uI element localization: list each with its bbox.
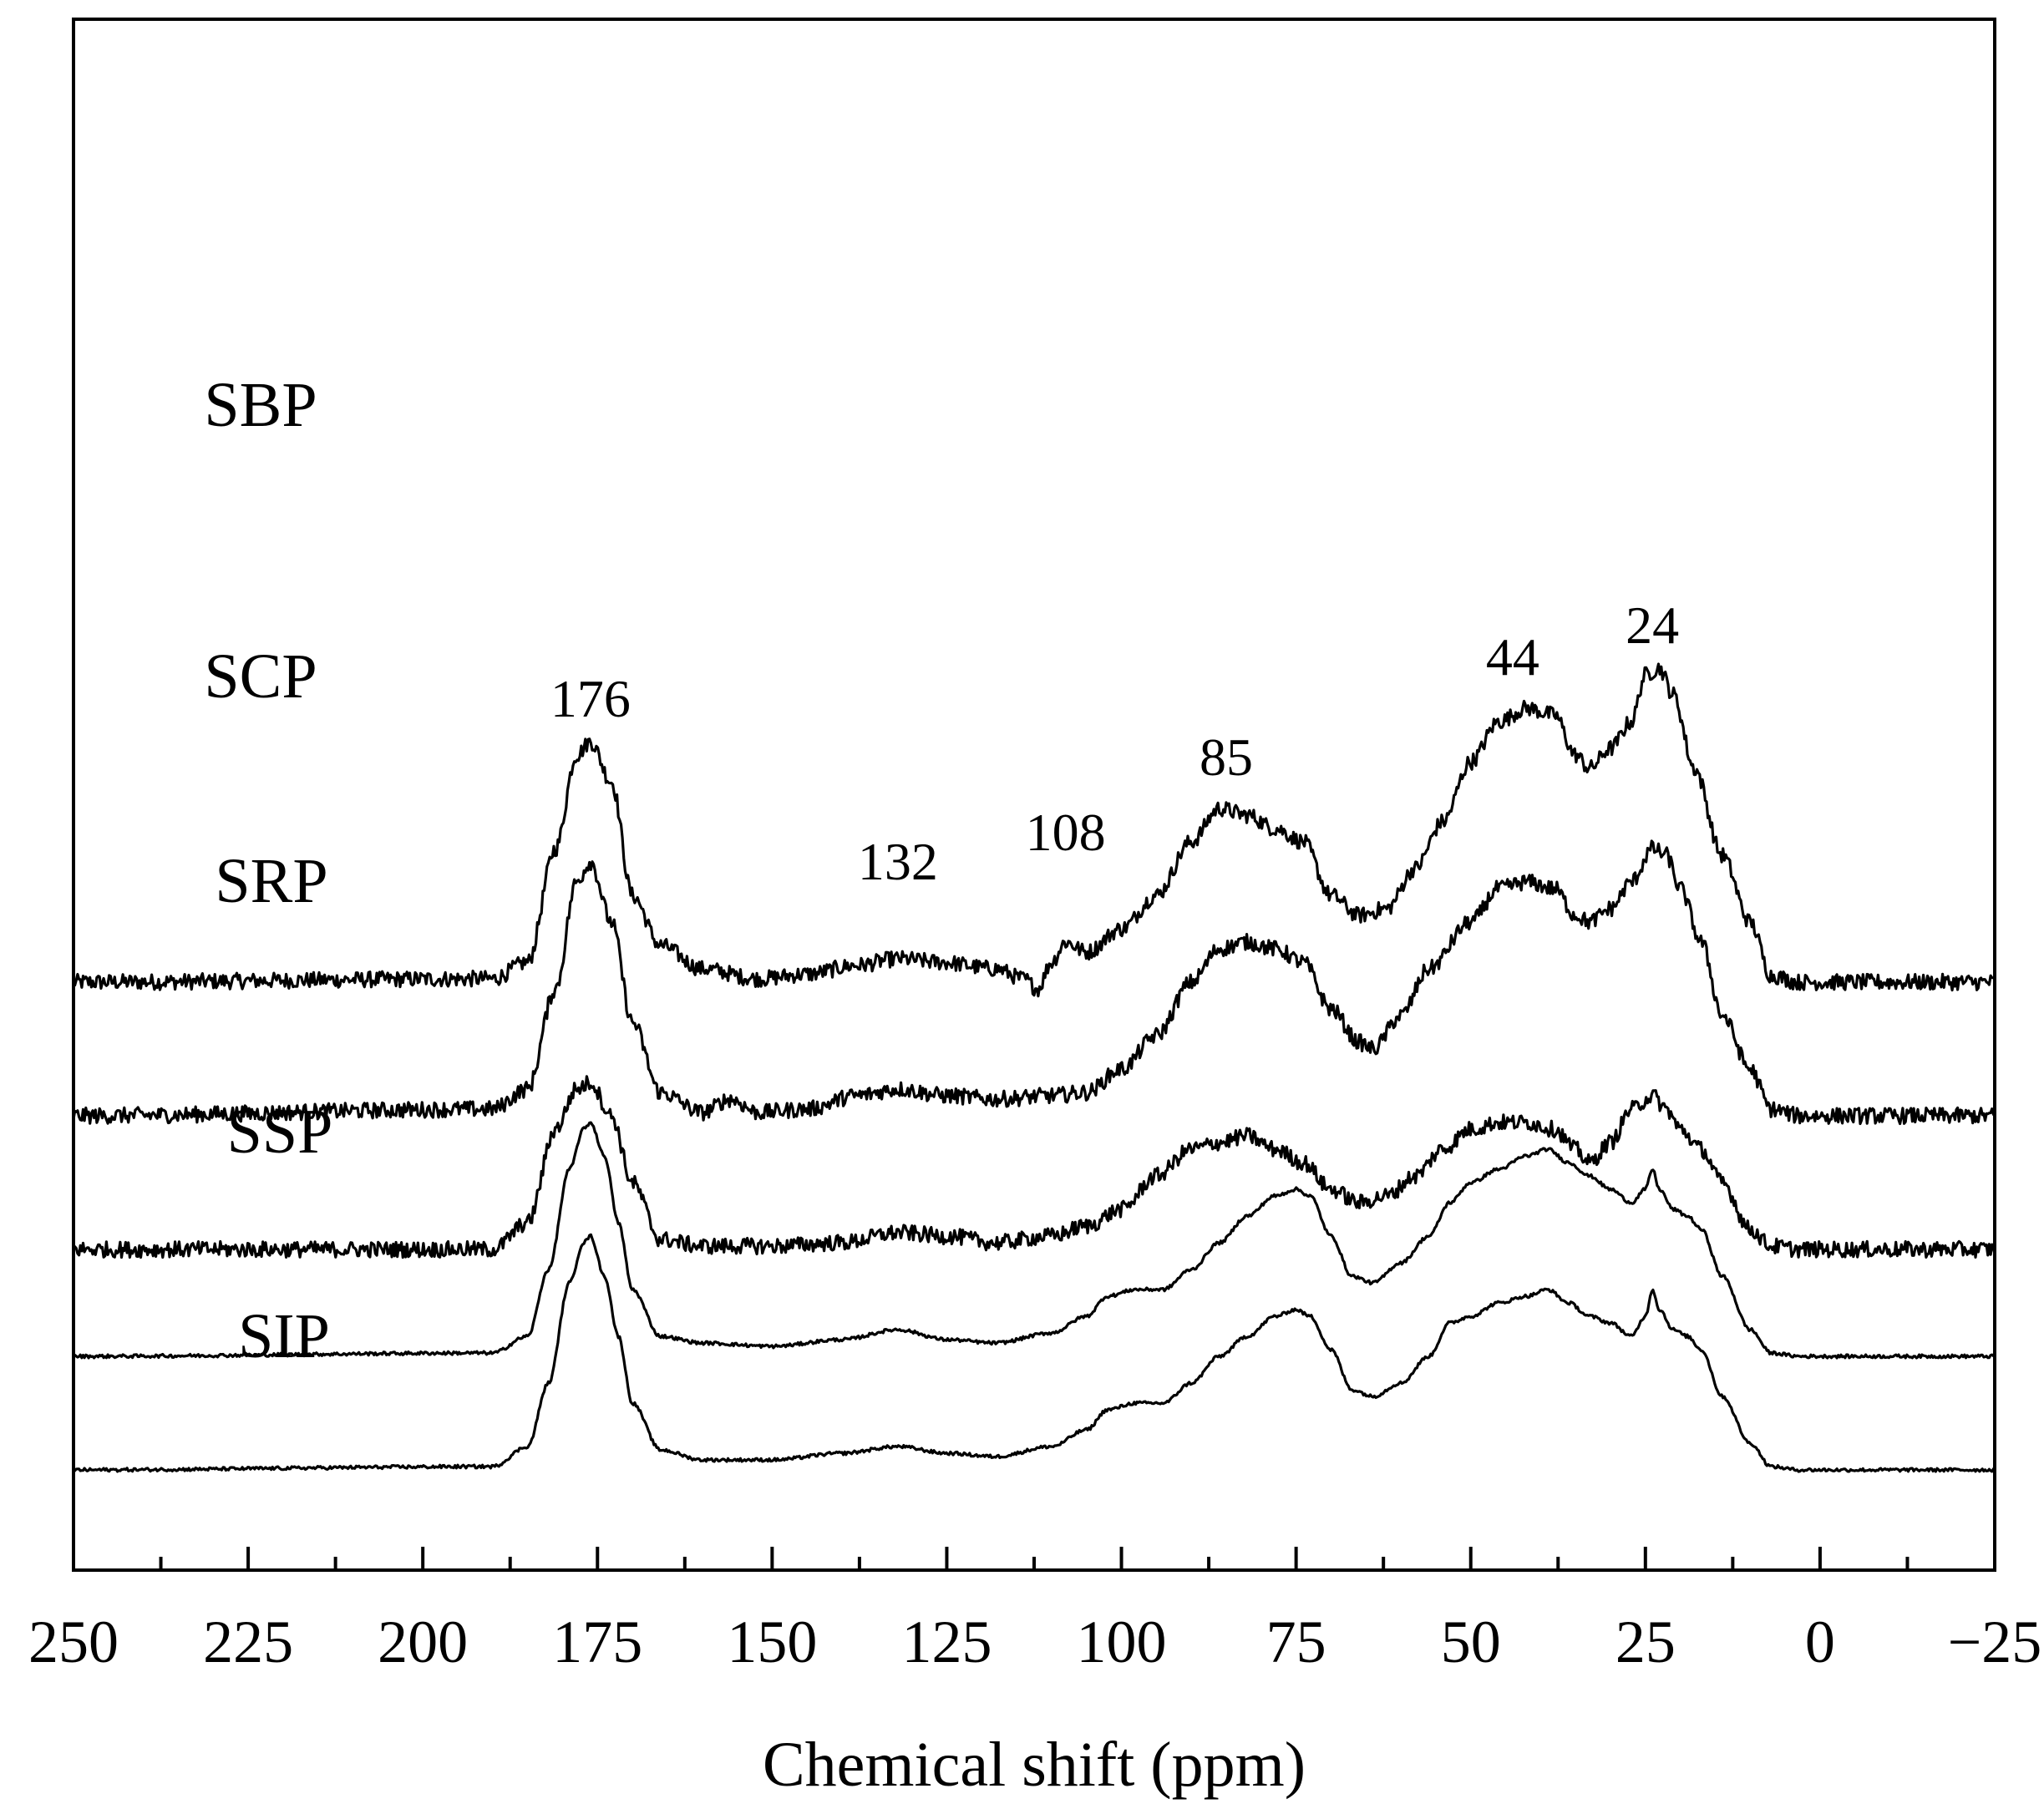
x-tick-label: 150	[727, 1609, 817, 1675]
peak-label-85: 85	[1200, 727, 1253, 787]
series-label-ssp: SSP	[227, 1097, 333, 1167]
x-tick-label: 250	[28, 1609, 119, 1675]
x-tick-label: 175	[552, 1609, 642, 1675]
x-tick-label: 50	[1441, 1609, 1501, 1675]
series-labels: SBP SCP SRP SSP SIP	[204, 370, 332, 1371]
x-tick-label: 0	[1805, 1609, 1835, 1675]
x-tick-label: 75	[1266, 1609, 1326, 1675]
x-tick-label: −25	[1948, 1609, 2042, 1675]
peak-label-132: 132	[858, 832, 938, 891]
x-tick-label: 25	[1615, 1609, 1676, 1675]
x-tick-label: 200	[378, 1609, 468, 1675]
trace-ssp	[72, 1121, 1996, 1360]
peak-label-24: 24	[1626, 595, 1679, 655]
x-tick-label: 100	[1077, 1609, 1167, 1675]
spectrum-traces	[72, 662, 1996, 1473]
peak-labels: 176 132 108 85 44 24	[550, 595, 1679, 891]
series-label-scp: SCP	[204, 641, 317, 712]
x-axis-tick-labels: 250 225 200 175 150 125 100 75 50 25 0 −25	[28, 1609, 2041, 1675]
x-axis-ticks	[72, 1547, 1996, 1570]
series-label-sbp: SBP	[204, 370, 317, 440]
peak-label-44: 44	[1486, 627, 1539, 687]
trace-srp	[73, 1075, 1996, 1259]
trace-scp	[72, 839, 1996, 1126]
x-tick-label: 125	[901, 1609, 992, 1675]
x-tick-label: 225	[203, 1609, 293, 1675]
series-label-srp: SRP	[215, 846, 327, 916]
x-axis-title: Chemical shift (ppm)	[763, 1730, 1306, 1800]
trace-sbp	[72, 662, 1996, 998]
peak-label-176: 176	[550, 669, 631, 728]
trace-sip	[73, 1233, 1996, 1473]
peak-label-108: 108	[1026, 803, 1106, 862]
plot-frame	[72, 18, 1996, 1572]
series-label-sip: SIP	[238, 1301, 330, 1371]
